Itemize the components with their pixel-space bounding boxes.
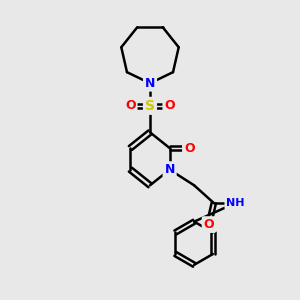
Text: S: S: [145, 99, 155, 113]
Text: O: O: [204, 218, 214, 231]
Text: N: N: [145, 77, 155, 90]
Text: O: O: [184, 142, 195, 154]
Text: O: O: [125, 99, 136, 112]
Text: O: O: [164, 99, 175, 112]
Text: N: N: [164, 163, 175, 176]
Text: NH: NH: [226, 198, 244, 208]
